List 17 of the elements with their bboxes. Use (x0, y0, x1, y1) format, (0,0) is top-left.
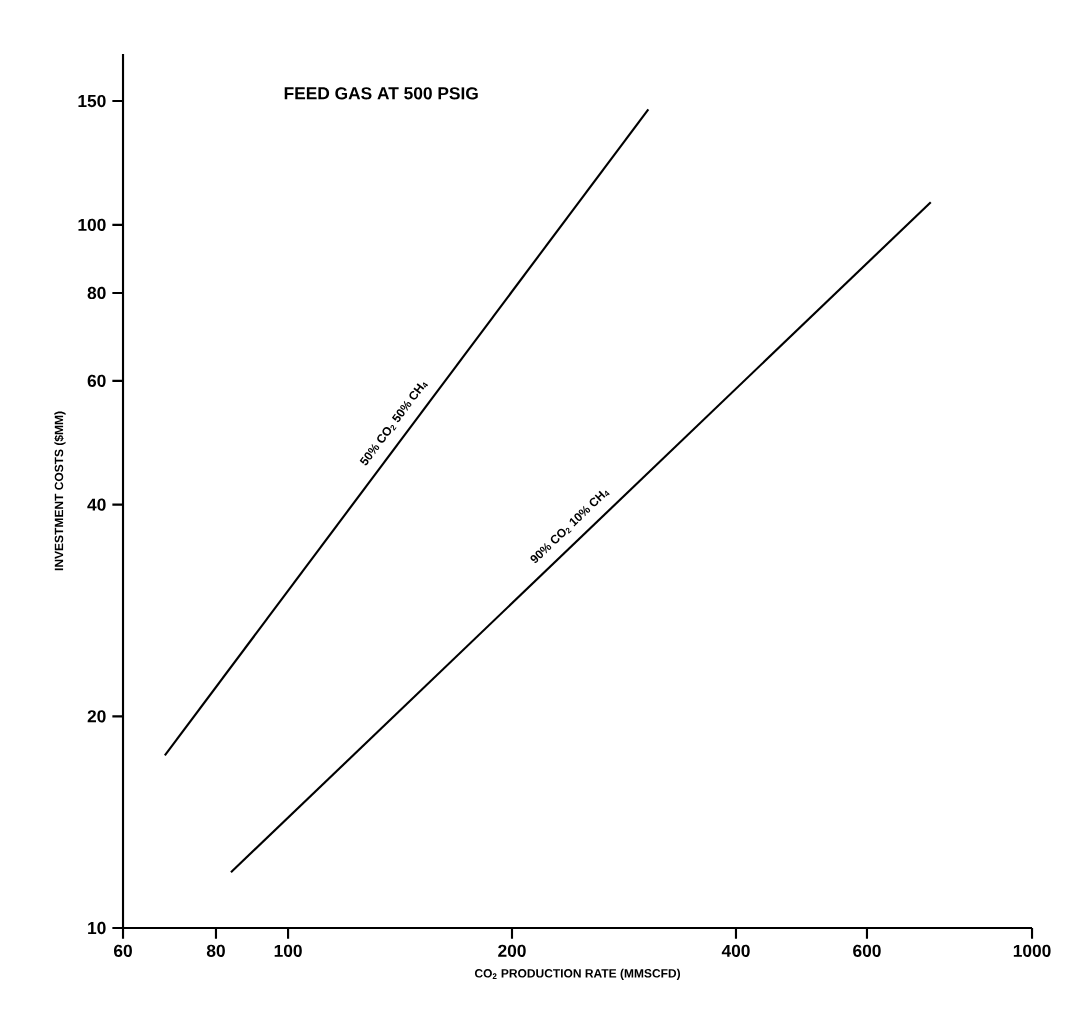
y-tick-label: 150 (78, 94, 106, 108)
y-axis-title: INVESTMENT COSTS ($MM) (54, 411, 66, 571)
x-tick-label: 200 (498, 944, 526, 957)
y-tick-label: 100 (78, 218, 106, 231)
y-tick-label: 60 (87, 374, 106, 387)
y-tick-label: 40 (87, 498, 106, 511)
x-tick-label: 100 (274, 944, 302, 957)
x-tick-label: 600 (853, 944, 881, 957)
x-axis-title: CO$_{2}$ PRODUCTION RATE (MMSCFD) (474, 968, 681, 980)
x-tick-label: 1000 (1013, 944, 1051, 957)
y-tick-label: 20 (87, 710, 106, 723)
annotation: FEED GAS AT 500 PSIG (284, 87, 478, 100)
x-tick-label: 60 (114, 944, 132, 957)
y-tick-label: 80 (87, 286, 106, 300)
x-tick-label: 400 (721, 944, 750, 957)
x-tick-label: 80 (206, 944, 225, 957)
y-tick-label: 10 (88, 921, 106, 935)
